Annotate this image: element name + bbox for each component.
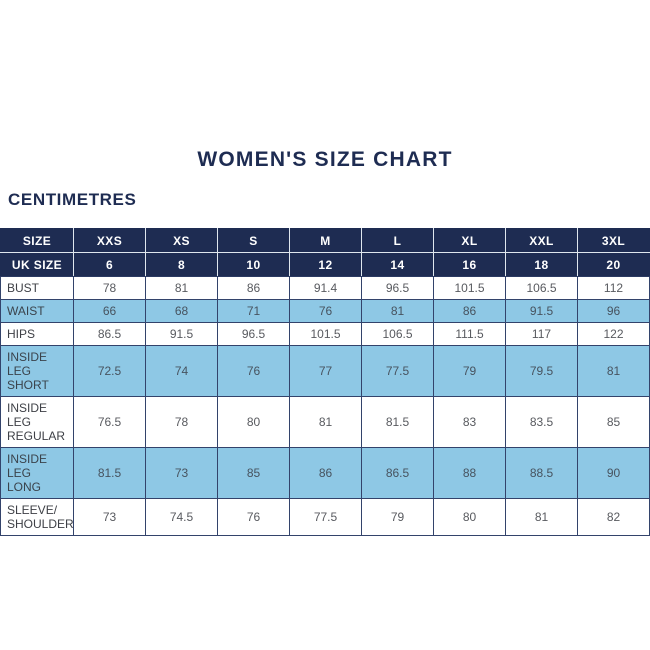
row-label: SLEEVE/ SHOULDER — [0, 498, 74, 536]
size-value-cell: 78 — [145, 396, 218, 448]
size-value-cell: 79 — [361, 498, 434, 536]
table-row: INSIDE LEG REGULAR 76.5 78 80 81 81.5 83 83.5 85 — [0, 396, 650, 448]
header-row-uk-size: UK SIZE 6 8 10 12 14 16 18 20 — [0, 252, 650, 277]
row-label: BUST — [0, 276, 74, 300]
size-value-cell: 96 — [577, 299, 650, 323]
size-value-cell: 80 — [433, 498, 506, 536]
column-header-cell: 18 — [505, 252, 578, 277]
size-value-cell: 86 — [289, 447, 362, 499]
size-value-cell: 68 — [145, 299, 218, 323]
size-value-cell: 80 — [217, 396, 290, 448]
size-value-cell: 106.5 — [361, 322, 434, 346]
column-header-cell: 14 — [361, 252, 434, 277]
size-value-cell: 83.5 — [505, 396, 578, 448]
size-value-cell: 101.5 — [289, 322, 362, 346]
size-value-cell: 85 — [217, 447, 290, 499]
row-label: INSIDE LEG LONG — [0, 447, 74, 499]
size-table: SIZE XXS XS S M L XL XXL 3XL UK SIZE 6 8 10 12 14 16 18 2… — [0, 228, 650, 536]
row-label: WAIST — [0, 299, 74, 323]
column-header-cell: 20 — [577, 252, 650, 277]
column-header-cell: 16 — [433, 252, 506, 277]
size-value-cell: 81 — [505, 498, 578, 536]
size-table-header: SIZE XXS XS S M L XL XXL 3XL UK SIZE 6 8 10 12 14 16 18 2… — [0, 228, 650, 277]
size-value-cell: 72.5 — [73, 345, 146, 397]
size-value-cell: 77.5 — [361, 345, 434, 397]
column-header-cell: 12 — [289, 252, 362, 277]
table-row: WAIST 66 68 71 76 81 86 91.5 96 — [0, 299, 650, 323]
size-value-cell: 76 — [289, 299, 362, 323]
size-table-body: BUST 78 81 86 91.4 96.5 101.5 106.5 112 WAIST 66 68… — [0, 276, 650, 536]
size-value-cell: 74 — [145, 345, 218, 397]
size-value-cell: 73 — [145, 447, 218, 499]
size-value-cell: 77 — [289, 345, 362, 397]
column-header-cell: XS — [145, 228, 218, 253]
table-row: HIPS 86.5 91.5 96.5 101.5 106.5 111.5 117 122 — [0, 322, 650, 346]
column-header-cell: M — [289, 228, 362, 253]
size-value-cell: 96.5 — [361, 276, 434, 300]
size-value-cell: 88 — [433, 447, 506, 499]
size-value-cell: 81 — [145, 276, 218, 300]
size-value-cell: 86.5 — [361, 447, 434, 499]
page-title: WOMEN'S SIZE CHART — [197, 148, 453, 171]
size-value-cell: 79.5 — [505, 345, 578, 397]
column-header-cell: 3XL — [577, 228, 650, 253]
table-row: BUST 78 81 86 91.4 96.5 101.5 106.5 112 — [0, 276, 650, 300]
size-value-cell: 74.5 — [145, 498, 218, 536]
size-value-cell: 81.5 — [361, 396, 434, 448]
size-value-cell: 101.5 — [433, 276, 506, 300]
size-value-cell: 78 — [73, 276, 146, 300]
size-value-cell: 117 — [505, 322, 578, 346]
size-value-cell: 79 — [433, 345, 506, 397]
size-value-cell: 73 — [73, 498, 146, 536]
size-value-cell: 91.4 — [289, 276, 362, 300]
unit-label: CENTIMETRES — [8, 190, 137, 209]
size-value-cell: 76 — [217, 345, 290, 397]
row-label: INSIDE LEG SHORT — [0, 345, 74, 397]
size-value-cell: 81 — [289, 396, 362, 448]
size-value-cell: 96.5 — [217, 322, 290, 346]
size-value-cell: 122 — [577, 322, 650, 346]
size-value-cell: 83 — [433, 396, 506, 448]
table-row: INSIDE LEG LONG 81.5 73 85 86 86.5 88 88.5 90 — [0, 447, 650, 499]
table-row: SLEEVE/ SHOULDER 73 74.5 76 77.5 79 80 81 82 — [0, 498, 650, 536]
column-header-cell: XL — [433, 228, 506, 253]
size-value-cell: 88.5 — [505, 447, 578, 499]
header-row-label: UK SIZE — [0, 252, 74, 277]
column-header-cell: 6 — [73, 252, 146, 277]
size-value-cell: 91.5 — [505, 299, 578, 323]
size-value-cell: 112 — [577, 276, 650, 300]
size-value-cell: 76.5 — [73, 396, 146, 448]
size-value-cell: 71 — [217, 299, 290, 323]
header-row-label: SIZE — [0, 228, 74, 253]
header-row-size: SIZE XXS XS S M L XL XXL 3XL — [0, 228, 650, 253]
size-value-cell: 106.5 — [505, 276, 578, 300]
column-header-cell: L — [361, 228, 434, 253]
size-value-cell: 91.5 — [145, 322, 218, 346]
size-value-cell: 111.5 — [433, 322, 506, 346]
size-value-cell: 85 — [577, 396, 650, 448]
size-value-cell: 86 — [217, 276, 290, 300]
column-header-cell: 8 — [145, 252, 218, 277]
size-value-cell: 90 — [577, 447, 650, 499]
size-value-cell: 86 — [433, 299, 506, 323]
size-value-cell: 81.5 — [73, 447, 146, 499]
size-value-cell: 81 — [361, 299, 434, 323]
column-header-cell: XXS — [73, 228, 146, 253]
size-value-cell: 82 — [577, 498, 650, 536]
column-header-cell: S — [217, 228, 290, 253]
row-label: INSIDE LEG REGULAR — [0, 396, 74, 448]
size-value-cell: 86.5 — [73, 322, 146, 346]
size-value-cell: 77.5 — [289, 498, 362, 536]
column-header-cell: 10 — [217, 252, 290, 277]
row-label: HIPS — [0, 322, 74, 346]
column-header-cell: XXL — [505, 228, 578, 253]
table-row: INSIDE LEG SHORT 72.5 74 76 77 77.5 79 79.5 81 — [0, 345, 650, 397]
size-value-cell: 66 — [73, 299, 146, 323]
size-value-cell: 81 — [577, 345, 650, 397]
size-value-cell: 76 — [217, 498, 290, 536]
